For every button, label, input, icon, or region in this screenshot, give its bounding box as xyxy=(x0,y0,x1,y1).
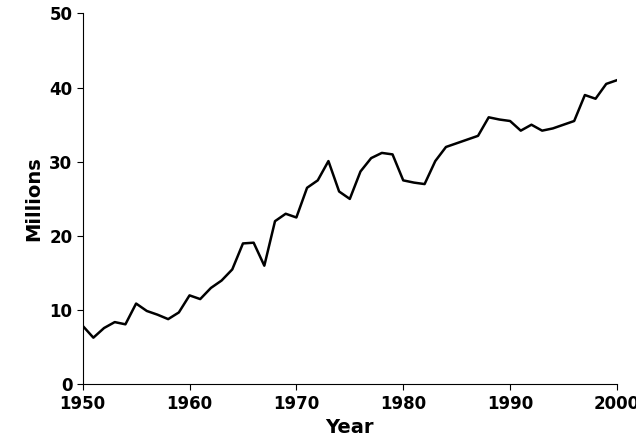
X-axis label: Year: Year xyxy=(326,418,374,438)
Y-axis label: Millions: Millions xyxy=(25,156,44,241)
